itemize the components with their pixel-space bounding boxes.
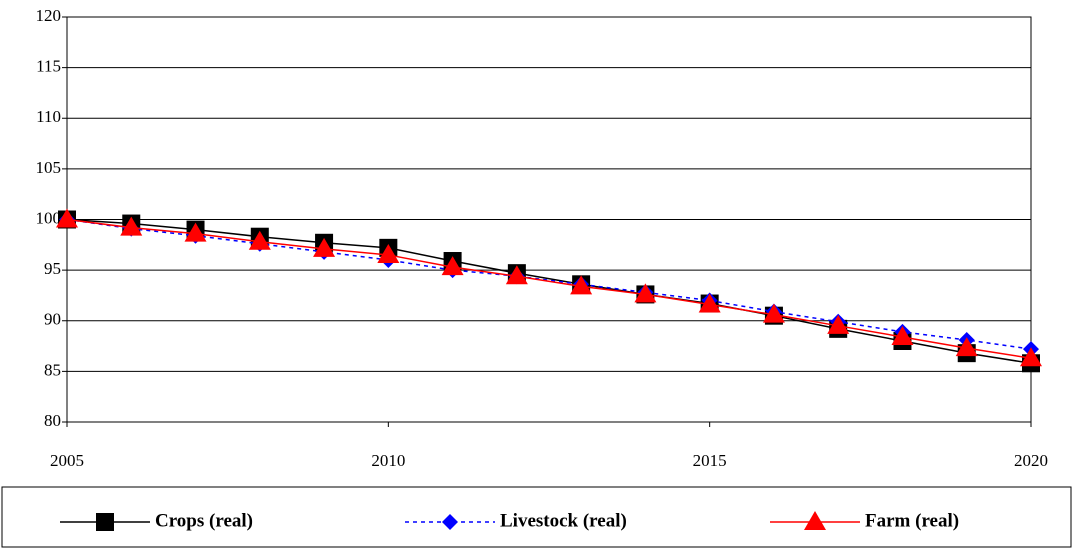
y-tick-label: 105 [36, 158, 62, 177]
marker [634, 283, 657, 303]
legend-label: Livestock (real) [500, 510, 627, 531]
marker [120, 216, 143, 236]
y-tick-label: 120 [36, 6, 62, 25]
marker [698, 293, 721, 313]
marker [762, 303, 785, 323]
legend-label: Crops (real) [155, 510, 253, 531]
series-line [66, 218, 1032, 359]
marker [313, 237, 336, 257]
marker [441, 256, 464, 276]
marker [505, 265, 528, 285]
y-tick-label: 90 [44, 310, 61, 329]
y-tick-label: 85 [44, 360, 61, 379]
series-line [66, 218, 1032, 365]
marker [955, 337, 978, 357]
x-tick-label: 2010 [371, 451, 405, 470]
x-tick-label: 2020 [1014, 451, 1048, 470]
marker [1020, 347, 1042, 367]
legend-marker [442, 514, 458, 530]
y-tick-label: 100 [36, 208, 62, 227]
y-tick-label: 80 [44, 411, 61, 430]
marker [891, 325, 914, 345]
marker [184, 222, 207, 242]
x-tick-label: 2005 [50, 451, 84, 470]
marker [248, 230, 271, 250]
legend-marker [96, 513, 114, 531]
marker [570, 275, 593, 295]
y-tick-label: 95 [44, 259, 61, 278]
series-line [66, 218, 1032, 350]
legend-marker [804, 511, 826, 530]
marker [377, 243, 400, 263]
marker [827, 314, 850, 334]
y-tick-label: 115 [36, 57, 61, 76]
legend-label: Farm (real) [865, 510, 959, 531]
marker [56, 208, 78, 228]
y-tick-label: 110 [36, 107, 61, 126]
legend [1, 486, 1072, 548]
x-tick-label: 2015 [693, 451, 727, 470]
